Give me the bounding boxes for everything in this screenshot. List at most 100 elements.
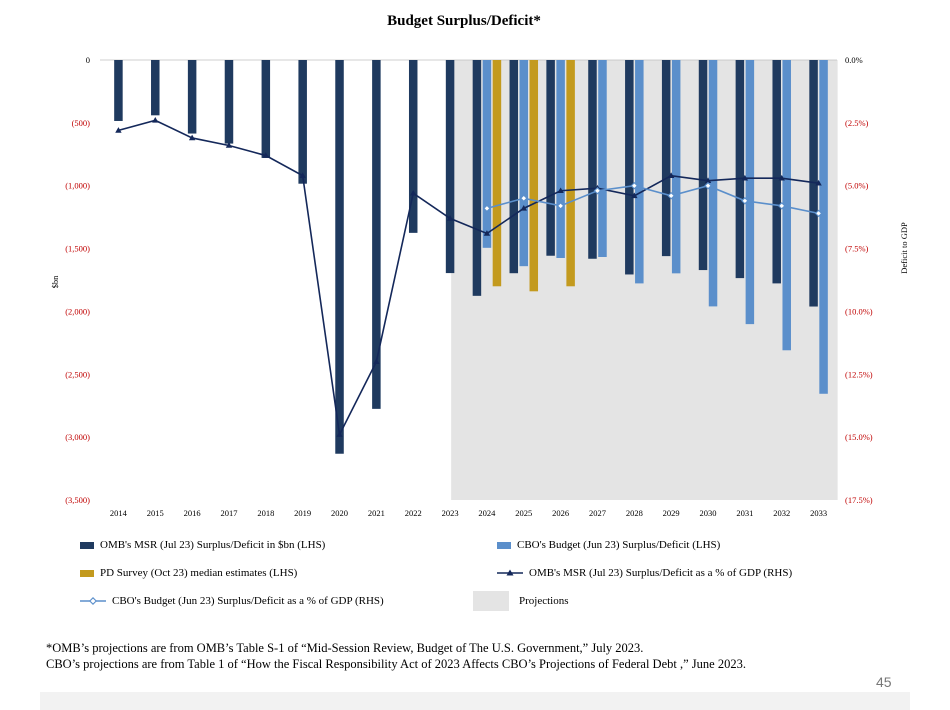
marker-cbo-pct-gdp bbox=[630, 181, 639, 190]
marker-omb-pct-gdp bbox=[446, 215, 454, 221]
left-tick-label: (2,000) bbox=[65, 306, 90, 316]
marker-omb-pct-gdp bbox=[520, 205, 527, 211]
bar-ombs-2026 bbox=[546, 60, 555, 256]
marker-omb-pct-gdp bbox=[115, 127, 122, 133]
bar-cbos-2025 bbox=[519, 60, 529, 267]
marker-cbo-pct-gdp bbox=[741, 197, 749, 205]
bar-cbos-2033 bbox=[819, 60, 828, 394]
legend-omb-line-label: OMB's MSR (Jul 23) Surplus/Deficit as a … bbox=[529, 567, 793, 579]
bar-cbos-2031 bbox=[745, 60, 755, 325]
left-tick-label: (1,000) bbox=[65, 181, 90, 191]
legend-omb-bar-swatch bbox=[80, 541, 94, 549]
left-tick-label: (2,500) bbox=[65, 369, 90, 379]
x-tick-label: 2028 bbox=[626, 508, 643, 518]
bar-pd-2024 bbox=[492, 60, 502, 287]
left-tick-label: (3,500) bbox=[65, 495, 90, 505]
legend-cbo-line-label: CBO's Budget (Jun 23) Surplus/Deficit as… bbox=[112, 595, 384, 607]
marker-omb-pct-gdp bbox=[631, 192, 638, 199]
marker-omb-pct-gdp bbox=[410, 189, 417, 196]
page-number: 45 bbox=[876, 674, 892, 690]
legend-pd-bar: PD Survey (Oct 23) median estimates (LHS… bbox=[80, 567, 297, 579]
x-tick-label: 2032 bbox=[773, 508, 790, 518]
bar-ombs-2014 bbox=[114, 60, 123, 121]
bar-ombs-2020 bbox=[335, 60, 344, 454]
marker-cbo-pct-gdp bbox=[814, 209, 823, 218]
left-axis-label: $bn bbox=[50, 275, 60, 289]
footnote: *OMB’s projections are from OMB’s Table … bbox=[46, 640, 876, 672]
x-tick-label: 2020 bbox=[331, 508, 348, 518]
marker-cbo-pct-gdp bbox=[519, 194, 528, 203]
x-tick-label: 2033 bbox=[810, 508, 827, 518]
right-tick-label: (12.5%) bbox=[845, 369, 873, 379]
marker-omb-pct-gdp bbox=[336, 431, 343, 437]
left-tick-label: (500) bbox=[72, 118, 91, 128]
right-tick-label: (17.5%) bbox=[845, 495, 873, 505]
bar-ombs-2018 bbox=[261, 60, 271, 158]
marker-omb-pct-gdp bbox=[483, 230, 491, 236]
marker-omb-pct-gdp bbox=[778, 174, 785, 181]
legend-cbo-line-swatch bbox=[80, 597, 106, 605]
bar-ombs-2031 bbox=[735, 60, 745, 279]
legend-omb-bar-label: OMB's MSR (Jul 23) Surplus/Deficit in $b… bbox=[100, 539, 326, 551]
x-tick-label: 2025 bbox=[515, 508, 532, 518]
x-tick-label: 2030 bbox=[700, 508, 717, 518]
bar-ombs-2024 bbox=[472, 60, 482, 296]
bar-ombs-2021 bbox=[372, 60, 381, 409]
marker-omb-pct-gdp bbox=[188, 134, 196, 141]
x-tick-label: 2014 bbox=[110, 508, 128, 518]
bar-ombs-2025 bbox=[509, 60, 519, 274]
x-tick-label: 2026 bbox=[552, 508, 569, 518]
right-tick-label: (15.0%) bbox=[845, 432, 873, 442]
bar-cbos-2027 bbox=[598, 60, 607, 257]
right-tick-label: (2.5%) bbox=[845, 118, 869, 128]
left-tick-label: (3,000) bbox=[65, 432, 90, 442]
marker-cbo-pct-gdp bbox=[704, 181, 712, 190]
bar-cbos-2030 bbox=[708, 60, 718, 307]
bar-cbos-2024 bbox=[482, 60, 492, 248]
right-tick-label: 0.0% bbox=[845, 55, 863, 65]
bar-ombs-2029 bbox=[661, 60, 671, 257]
marker-omb-pct-gdp bbox=[262, 152, 270, 158]
left-tick-label: 0 bbox=[86, 55, 90, 65]
bar-ombs-2017 bbox=[224, 60, 234, 144]
marker-cbo-pct-gdp bbox=[777, 202, 786, 210]
marker-omb-pct-gdp bbox=[373, 358, 380, 365]
bar-ombs-2022 bbox=[408, 60, 418, 233]
x-tick-label: 2016 bbox=[184, 508, 201, 518]
bar-pd-2026 bbox=[566, 60, 575, 287]
legend-projections: Projections bbox=[473, 591, 569, 611]
bar-cbos-2029 bbox=[671, 60, 681, 274]
legend-pd-bar-label: PD Survey (Oct 23) median estimates (LHS… bbox=[100, 567, 298, 579]
chart-title: Budget Surplus/Deficit* bbox=[387, 13, 541, 29]
marker-omb-pct-gdp bbox=[225, 142, 233, 148]
bar-ombs-2030 bbox=[698, 60, 708, 271]
right-tick-label: (5.0%) bbox=[845, 181, 869, 191]
marker-cbo-pct-gdp bbox=[483, 204, 491, 213]
marker-cbo-pct-gdp bbox=[667, 191, 675, 200]
bar-ombs-2032 bbox=[772, 60, 781, 284]
legend-projections-label: Projections bbox=[519, 595, 569, 607]
footnote-line-1: *OMB’s projections are from OMB’s Table … bbox=[46, 641, 644, 655]
marker-omb-pct-gdp bbox=[704, 177, 712, 183]
x-tick-label: 2022 bbox=[405, 508, 422, 518]
bar-ombs-2016 bbox=[187, 60, 197, 134]
x-tick-label: 2029 bbox=[663, 508, 680, 518]
marker-omb-pct-gdp bbox=[815, 179, 822, 186]
marker-omb-pct-gdp bbox=[557, 187, 564, 194]
line-cbo-pct-gdp bbox=[486, 184, 819, 215]
bar-ombs-2028 bbox=[625, 60, 634, 275]
budget-chart: Budget Surplus/Deficit* 0 (500) (1,000) (1,… bbox=[50, 13, 909, 518]
right-axis-label: Deficit to GDP bbox=[899, 222, 909, 274]
legend-omb-line: OMB's MSR (Jul 23) Surplus/Deficit as a … bbox=[497, 567, 792, 579]
x-tick-label: 2017 bbox=[220, 508, 237, 518]
bar-ombs-2023 bbox=[445, 60, 455, 274]
marker-cbo-pct-gdp bbox=[593, 186, 602, 195]
right-tick-label: (10.0%) bbox=[845, 306, 873, 316]
x-tick-label: 2021 bbox=[368, 508, 385, 518]
line-omb-pct-gdp bbox=[118, 119, 819, 438]
x-tick-label: 2019 bbox=[294, 508, 311, 518]
marker-omb-pct-gdp bbox=[299, 172, 306, 178]
bottom-bar bbox=[40, 692, 910, 710]
legend-omb-line-swatch bbox=[497, 569, 523, 576]
x-tick-label: 2018 bbox=[257, 508, 274, 518]
